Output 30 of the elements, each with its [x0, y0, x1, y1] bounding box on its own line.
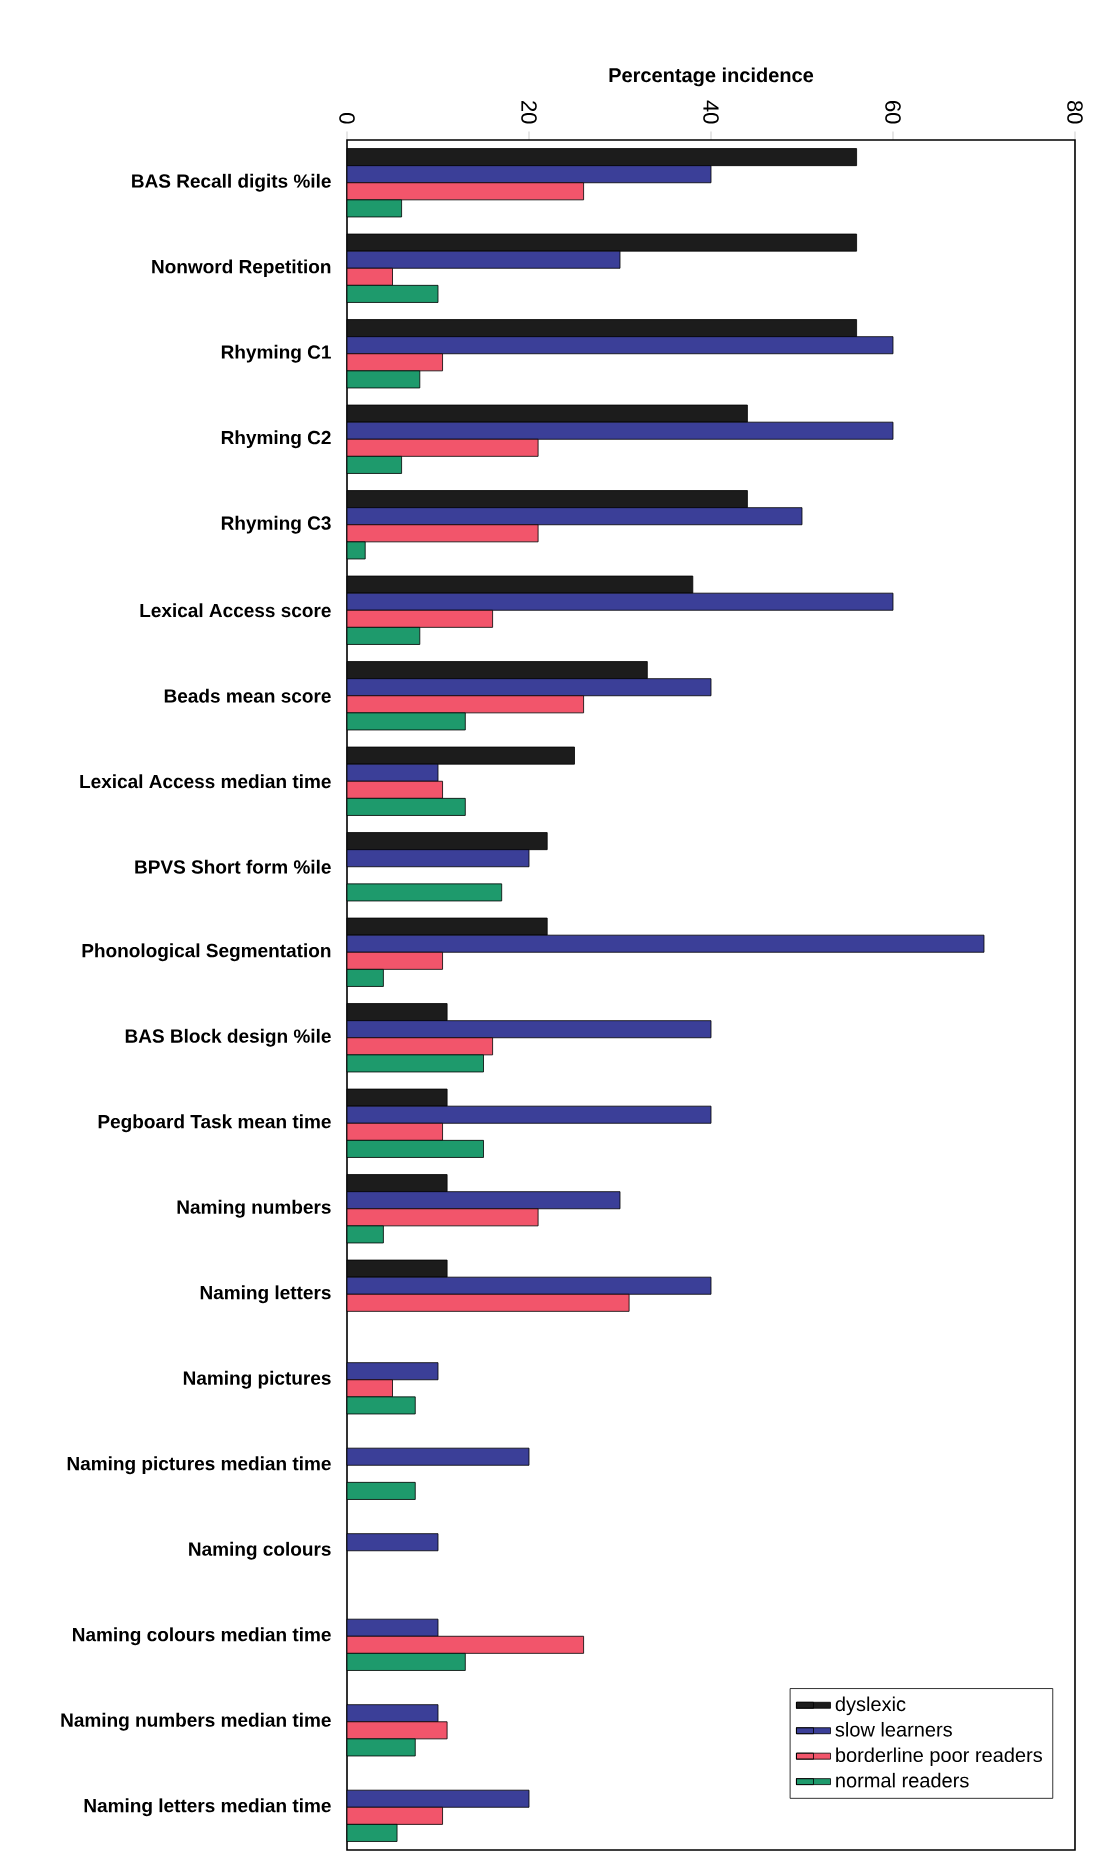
- y-tick-label: Naming numbers median time: [61, 1712, 331, 1731]
- legend-label: slow learners: [835, 1721, 952, 1737]
- y-tick-label: BPVS Short form %ile: [135, 859, 331, 874]
- y-tick-label: Naming colours median time: [73, 1627, 331, 1646]
- x-tick-label: 20: [521, 101, 537, 124]
- x-tick-label: 0: [339, 113, 355, 124]
- y-tick-label: Lexical Access median time: [80, 774, 331, 789]
- y-tick-label: Naming pictures median time: [67, 1456, 331, 1475]
- legend-label: borderline poor readers: [836, 1747, 1043, 1767]
- y-tick-label: Beads mean score: [164, 688, 331, 703]
- y-tick-label: Pegboard Task mean time: [98, 1114, 331, 1133]
- legend-label: dyslexic: [835, 1696, 906, 1716]
- y-tick-label: Rhyming C1: [221, 344, 331, 363]
- x-axis-title: Percentage incidence: [609, 67, 814, 87]
- legend-label: normal readers: [836, 1772, 969, 1788]
- y-tick-label: Naming numbers: [177, 1199, 331, 1218]
- y-tick-label: Naming letters median time: [84, 1798, 331, 1817]
- y-tick-label: Lexical Access score: [140, 603, 331, 618]
- y-tick-label: BAS Block design %ile: [125, 1028, 331, 1047]
- y-tick-label: Naming colours: [189, 1541, 331, 1560]
- y-tick-label: Nonword Repetition: [152, 259, 331, 278]
- x-tick-label: 80: [1067, 100, 1083, 124]
- y-tick-label: Naming pictures: [183, 1370, 331, 1389]
- x-tick-label: 60: [885, 101, 901, 124]
- y-tick-label: Rhyming C3: [221, 515, 331, 534]
- x-tick-label: 40: [703, 100, 719, 124]
- y-tick-label: BAS Recall digits %ile: [132, 173, 331, 192]
- y-tick-label: Rhyming C2: [221, 430, 331, 449]
- y-tick-label: Phonological Segmentation: [82, 943, 331, 962]
- y-tick-label: Naming letters: [200, 1285, 331, 1304]
